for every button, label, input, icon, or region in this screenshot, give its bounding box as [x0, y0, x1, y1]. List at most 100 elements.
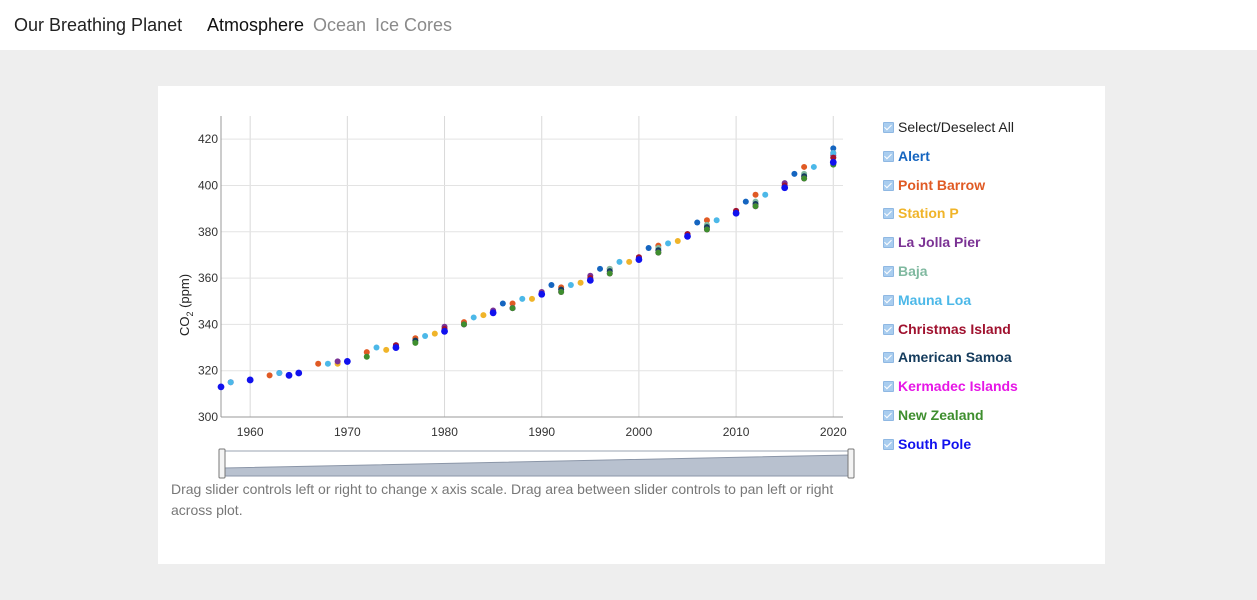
data-point[interactable] [392, 344, 400, 351]
data-point[interactable] [363, 353, 370, 360]
slider-right-handle[interactable] [847, 448, 855, 479]
legend-select-all[interactable]: Select/Deselect All [881, 119, 1101, 148]
legend-item-mauna-loa[interactable]: Mauna Loa [881, 292, 1101, 321]
data-point[interactable] [383, 346, 390, 353]
data-point[interactable] [606, 270, 613, 277]
data-point[interactable] [334, 358, 341, 365]
legend-item-american-samoa[interactable]: American Samoa [881, 349, 1101, 378]
checkbox-icon[interactable] [883, 438, 894, 450]
data-point[interactable] [538, 290, 546, 298]
checkbox-icon[interactable] [883, 122, 894, 133]
data-point[interactable] [529, 295, 535, 302]
data-point[interactable] [597, 265, 604, 272]
data-point[interactable] [830, 150, 837, 157]
data-point[interactable] [431, 330, 438, 337]
data-point[interactable] [363, 349, 370, 356]
data-point[interactable] [295, 369, 303, 377]
data-point[interactable] [276, 370, 283, 377]
data-point[interactable] [548, 282, 555, 289]
data-point[interactable] [217, 383, 225, 391]
data-point[interactable] [509, 305, 516, 312]
data-point[interactable] [674, 238, 681, 245]
nav-ice-cores[interactable]: Ice Cores [375, 15, 453, 35]
legend-item-new-zealand[interactable]: New Zealand [881, 407, 1101, 436]
series-la-jolla-pier [227, 152, 837, 386]
data-point[interactable] [635, 256, 643, 263]
data-point[interactable] [732, 209, 740, 217]
series-kermadec-islands [460, 159, 837, 328]
checkbox-icon[interactable] [883, 150, 894, 162]
data-point[interactable] [519, 295, 526, 302]
site-brand[interactable]: Our Breathing Planet [14, 15, 183, 35]
data-point[interactable] [558, 288, 565, 295]
data-point[interactable] [801, 163, 808, 170]
data-point[interactable] [509, 300, 516, 307]
data-point[interactable] [791, 170, 798, 177]
data-point[interactable] [285, 371, 293, 379]
data-point[interactable] [665, 240, 672, 247]
data-point[interactable] [830, 154, 837, 161]
nav-atmosphere[interactable]: Atmosphere [207, 15, 305, 35]
legend-item-baja[interactable]: Baja [881, 263, 1101, 292]
series-mauna-loa [227, 150, 837, 386]
data-point[interactable] [703, 226, 710, 233]
data-point[interactable] [829, 158, 837, 166]
legend-label: Christmas Island [898, 320, 1011, 337]
legend-item-south-pole[interactable]: South Pole [881, 436, 1101, 465]
data-point[interactable] [489, 309, 497, 317]
data-point[interactable] [324, 360, 331, 367]
legend-label: American Samoa [898, 349, 1012, 366]
data-point[interactable] [694, 219, 701, 226]
data-point[interactable] [801, 175, 808, 182]
data-point[interactable] [470, 314, 477, 321]
data-point[interactable] [742, 198, 749, 205]
data-point[interactable] [781, 184, 789, 192]
data-point[interactable] [422, 332, 429, 339]
data-point[interactable] [655, 249, 662, 256]
data-point[interactable] [616, 258, 623, 265]
data-point[interactable] [266, 372, 273, 379]
data-point[interactable] [246, 376, 254, 384]
checkbox-icon[interactable] [883, 352, 894, 364]
legend-item-la-jolla-pier[interactable]: La Jolla Pier [881, 234, 1101, 263]
data-point[interactable] [752, 203, 759, 210]
legend-item-point-barrow[interactable]: Point Barrow [881, 177, 1101, 206]
data-point[interactable] [480, 312, 487, 319]
data-point[interactable] [441, 327, 448, 335]
co2-chart[interactable]: 1960 1970 1980 1990 2000 2010 2020 300 320 340 360… [158, 86, 878, 486]
data-point[interactable] [810, 163, 817, 170]
data-point[interactable] [373, 344, 380, 351]
data-point[interactable] [412, 339, 419, 346]
legend-item-christmas-island[interactable]: Christmas Island [881, 321, 1101, 350]
legend-item-station-p[interactable]: Station P [881, 205, 1101, 234]
range-slider[interactable] [218, 448, 855, 479]
checkbox-icon[interactable] [883, 323, 894, 335]
data-point[interactable] [762, 191, 769, 198]
data-point[interactable] [586, 276, 594, 284]
data-point[interactable] [626, 258, 633, 265]
checkbox-icon[interactable] [883, 208, 894, 220]
nav-ocean[interactable]: Ocean [313, 15, 367, 35]
slider-left-handle[interactable] [218, 448, 226, 479]
checkbox-icon[interactable] [883, 294, 894, 306]
data-point[interactable] [567, 282, 574, 289]
data-point[interactable] [315, 360, 322, 367]
checkbox-icon[interactable] [883, 265, 894, 277]
data-point[interactable] [684, 233, 691, 240]
data-point[interactable] [830, 145, 837, 152]
data-point[interactable] [499, 300, 506, 307]
data-point[interactable] [703, 217, 710, 224]
legend-item-alert[interactable]: Alert [881, 148, 1101, 177]
checkbox-icon[interactable] [883, 179, 894, 191]
data-point[interactable] [227, 379, 234, 386]
data-point[interactable] [713, 217, 720, 224]
legend-item-kermadec-islands[interactable]: Kermadec Islands [881, 378, 1101, 407]
checkbox-icon[interactable] [883, 381, 894, 393]
checkbox-icon[interactable] [883, 409, 894, 421]
data-point[interactable] [577, 279, 584, 286]
data-point[interactable] [343, 358, 351, 365]
checkbox-icon[interactable] [883, 237, 894, 249]
data-point[interactable] [645, 244, 652, 251]
data-point[interactable] [460, 321, 467, 328]
data-point[interactable] [752, 191, 759, 198]
